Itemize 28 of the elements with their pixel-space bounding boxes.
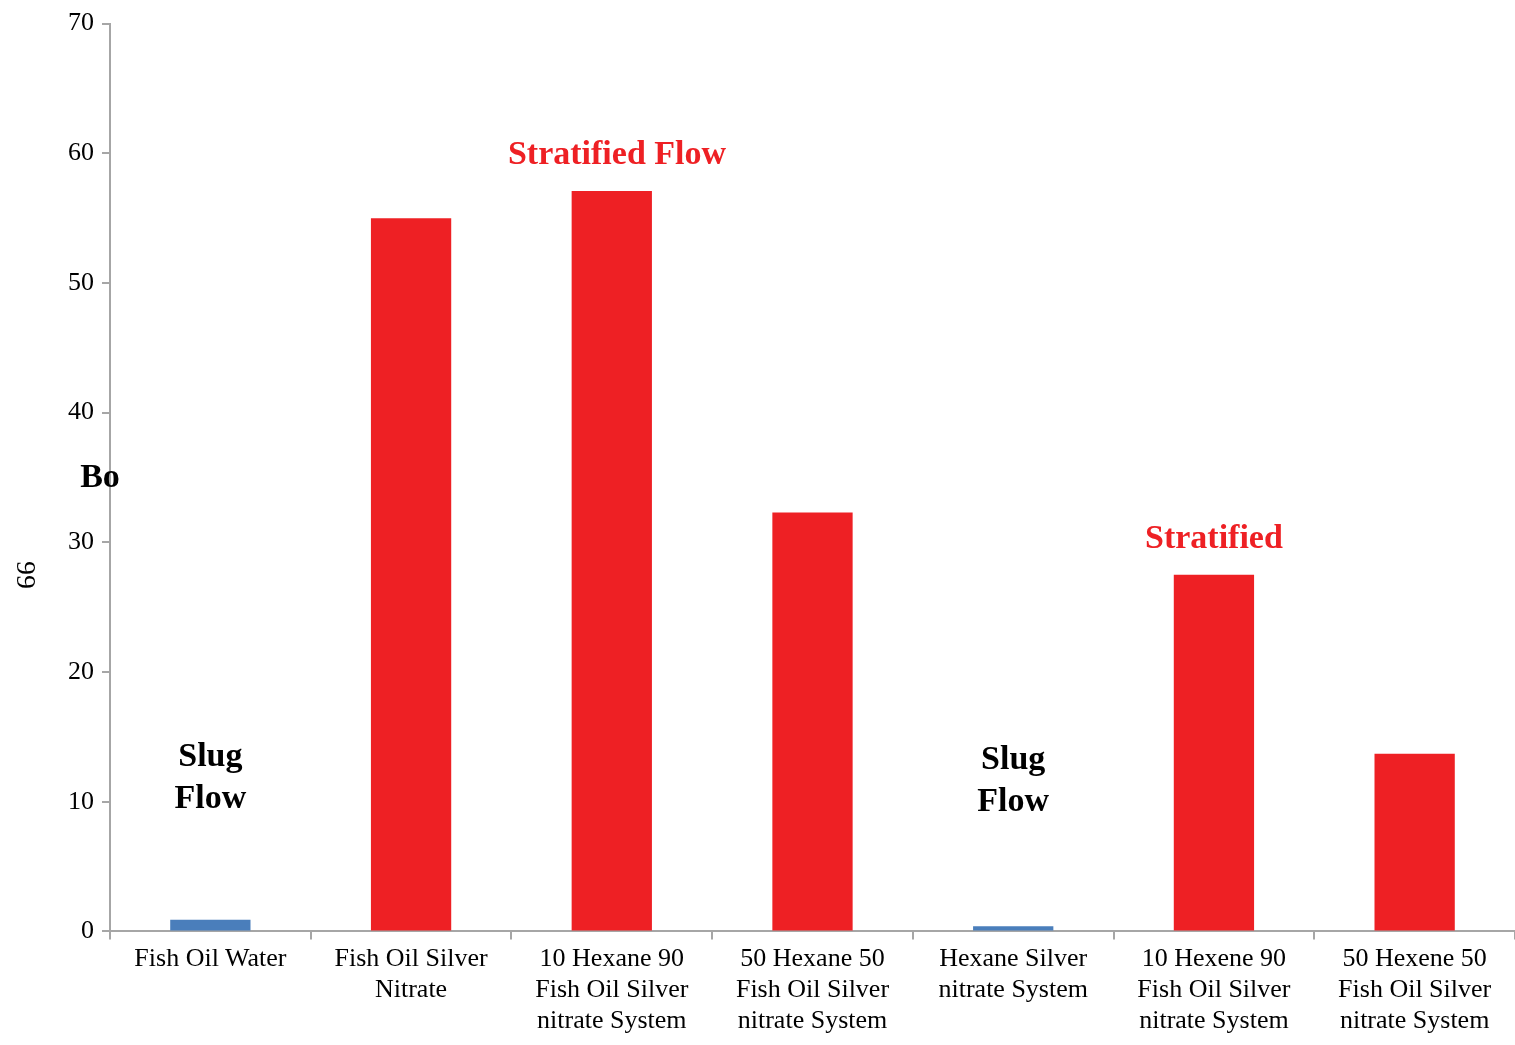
bar: [170, 919, 251, 931]
annotation: Stratified: [1145, 517, 1283, 555]
annotation: Slug Flow: [174, 735, 247, 815]
bar: [973, 926, 1054, 931]
text: 99: [10, 561, 42, 589]
y-tick-label: 20: [68, 655, 94, 685]
y-tick-label: 50: [68, 266, 94, 296]
x-tick-label: Fish Oil Silver Nitrate: [334, 942, 488, 1004]
y-tick-label: 60: [68, 137, 94, 167]
bar: [1173, 574, 1255, 931]
y-tick-label: 30: [68, 526, 94, 556]
y-tick-label: 10: [68, 785, 94, 815]
x-tick-label: 50 Hexene 50 Fish Oil Silver nitrate System: [1338, 942, 1492, 1035]
x-tick-label: 10 Hexane 90 Fish Oil Silver nitrate System: [535, 942, 689, 1035]
y-tick-label: 70: [68, 7, 94, 37]
bar: [370, 218, 452, 931]
bar: [1374, 753, 1455, 931]
x-tick-label: 10 Hexene 90 Fish Oil Silver nitrate System: [1137, 942, 1291, 1035]
y-axis-title: Bo: [80, 456, 120, 494]
x-tick-label: Fish Oil Water: [134, 942, 287, 972]
y-tick-label: 40: [68, 396, 94, 426]
x-tick-label: Hexane Silver nitrate System: [938, 942, 1088, 1004]
bar: [772, 512, 853, 931]
x-tick-label: 50 Hexane 50 Fish Oil Silver nitrate System: [735, 942, 890, 1035]
y-tick-label: 0: [81, 915, 94, 945]
bar: [571, 190, 652, 931]
annotation: Slug Flow: [977, 738, 1050, 818]
annotation: Stratified Flow: [507, 133, 727, 171]
